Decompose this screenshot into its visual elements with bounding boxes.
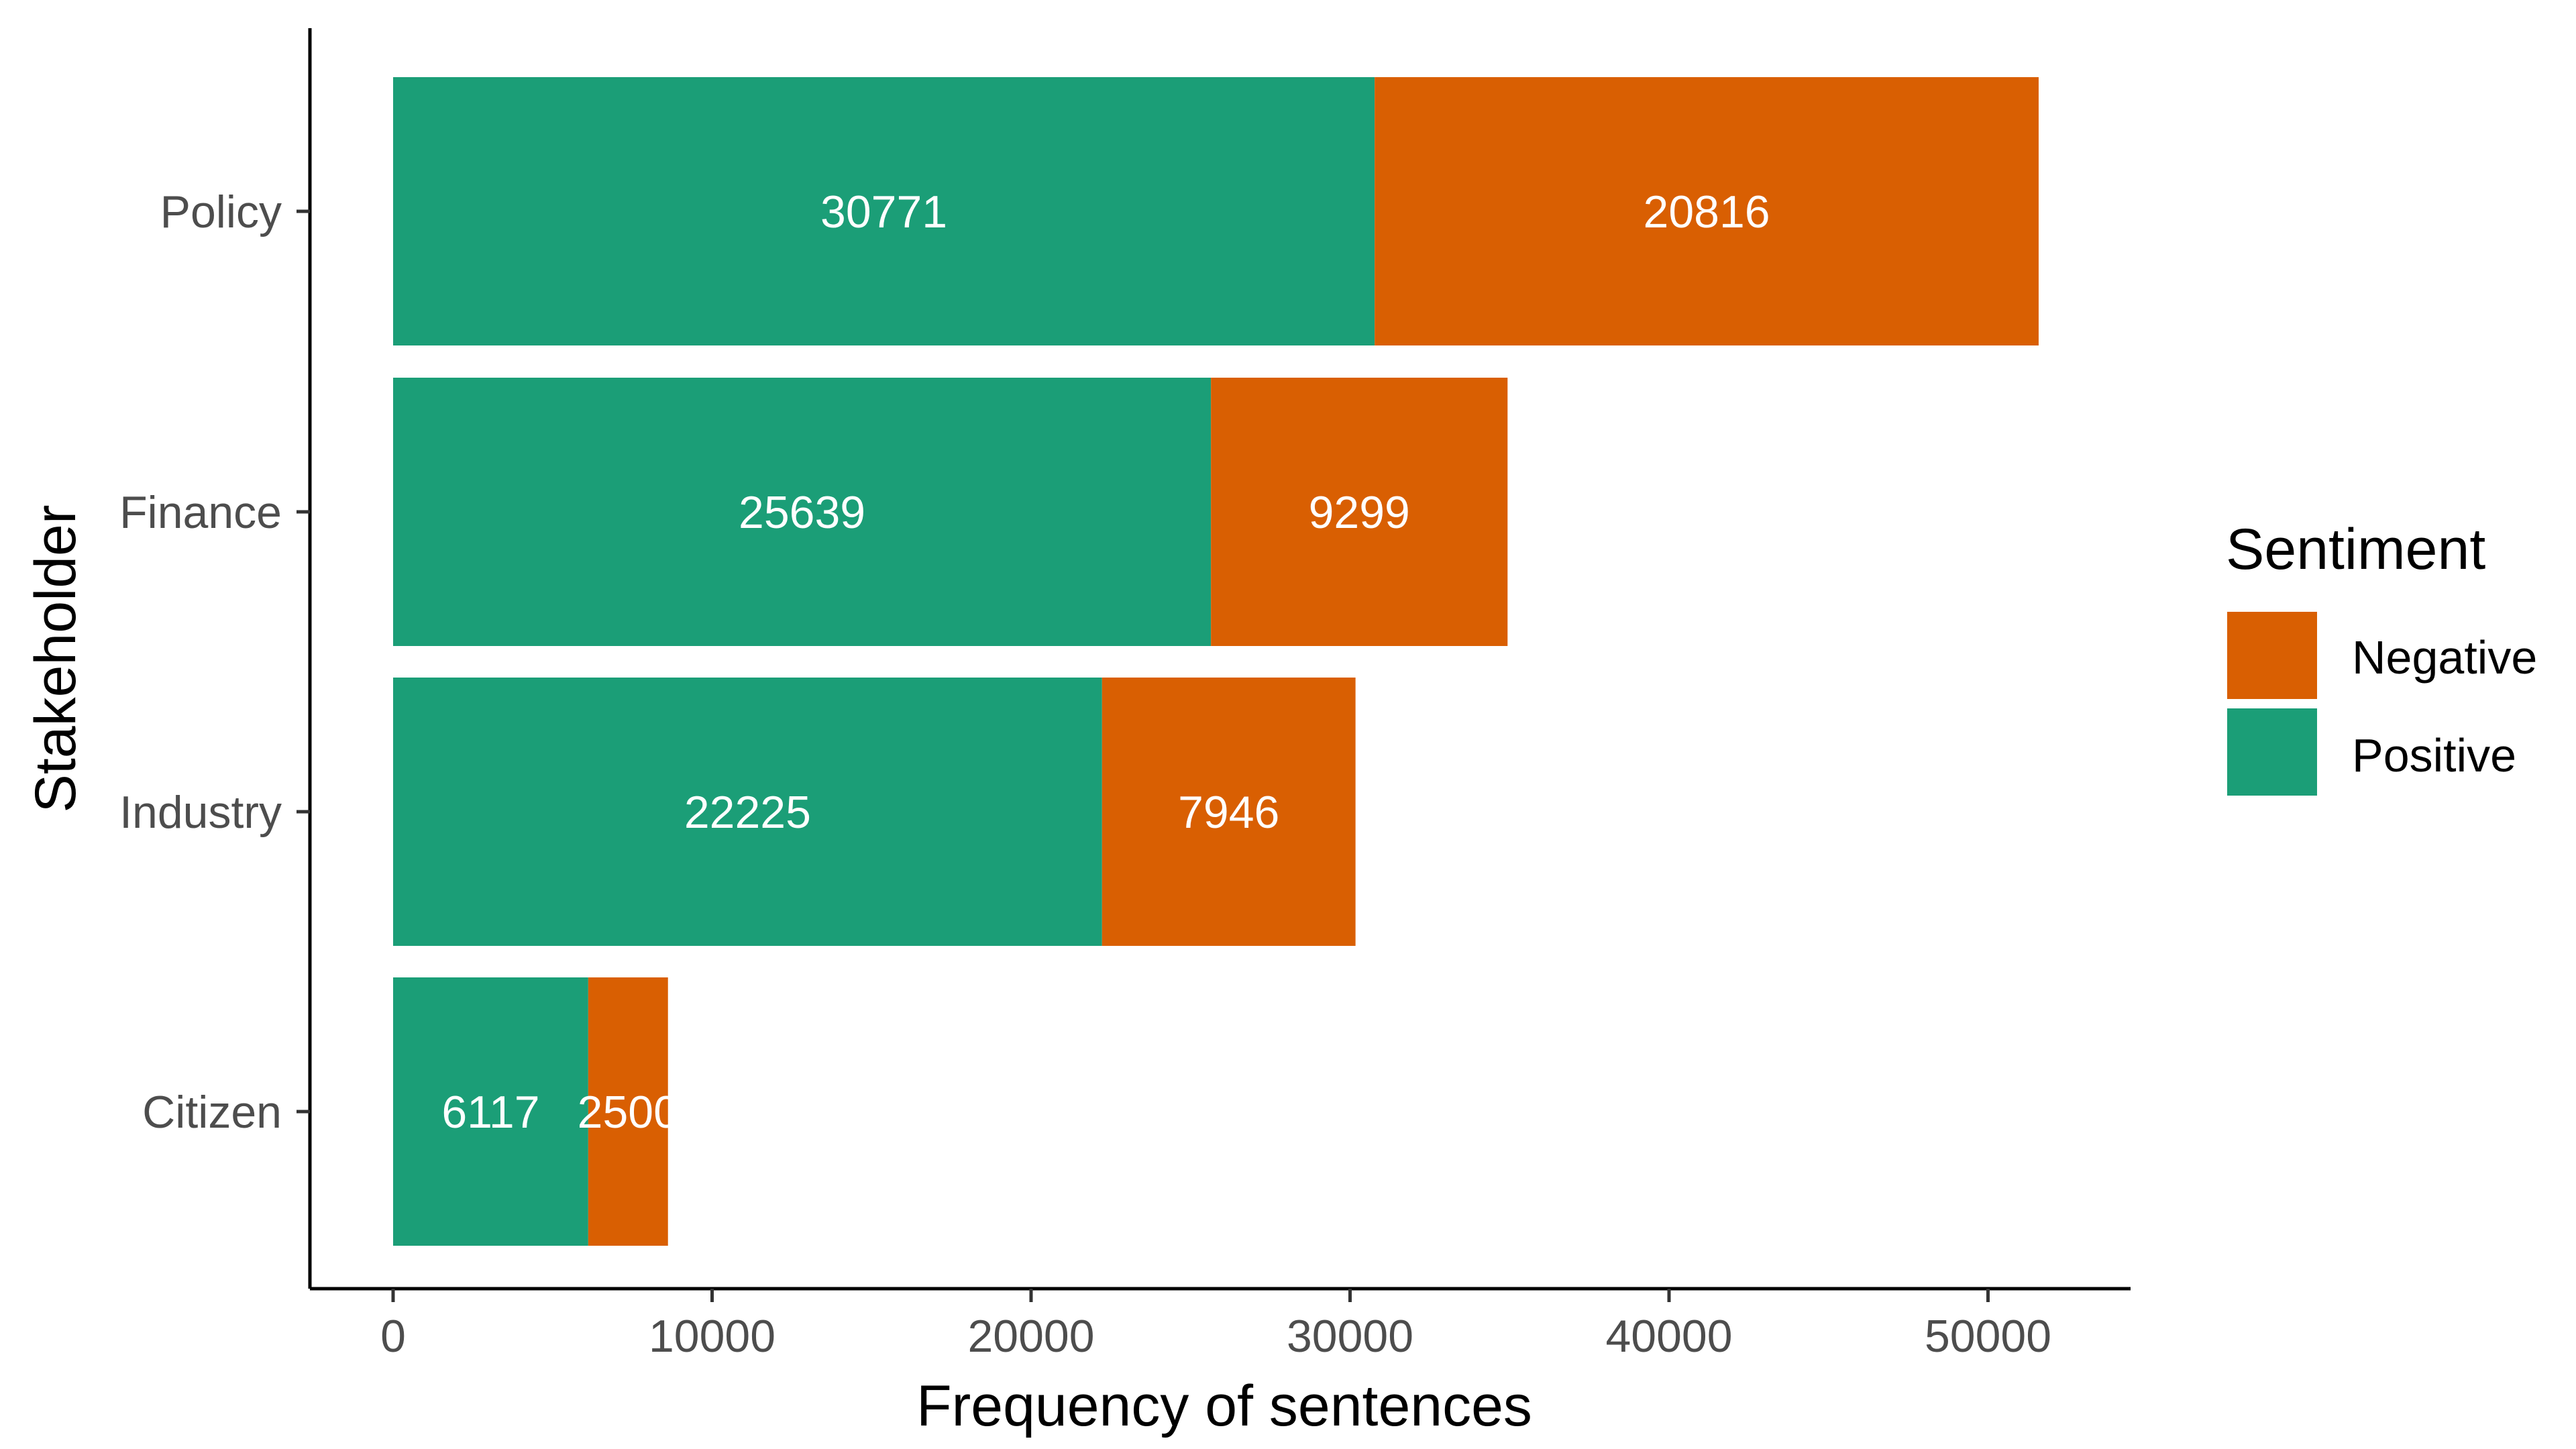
data-labels-layer: 30771 20816 25639 9299 22225 7946 6117 2500 <box>441 186 1770 1138</box>
bar-industry-negative <box>1102 678 1356 946</box>
bar-citizen-negative <box>588 977 668 1246</box>
x-tick-label-20000: 20000 <box>967 1311 1094 1362</box>
axes-layer <box>308 28 2131 1291</box>
x-ticks-layer: 0 10000 20000 30000 40000 50000 <box>380 1289 2051 1362</box>
x-tick-label-40000: 40000 <box>1605 1311 1732 1362</box>
legend-title: Sentiment <box>2226 517 2485 582</box>
data-label-policy-positive: 30771 <box>820 186 947 237</box>
bar-policy-negative <box>1375 77 2039 345</box>
data-label-finance-negative: 9299 <box>1309 487 1410 538</box>
data-label-citizen-positive: 6117 <box>441 1087 539 1138</box>
bar-finance-positive <box>393 378 1212 646</box>
bar-finance-negative <box>1211 378 1508 646</box>
legend: Sentiment Negative Positive <box>2226 517 2537 796</box>
x-tick-label-30000: 30000 <box>1287 1311 1413 1362</box>
y-tick-label-policy: Policy <box>160 186 282 237</box>
x-tick-label-50000: 50000 <box>1925 1311 2051 1362</box>
x-tick-label-0: 0 <box>380 1311 406 1362</box>
x-tick-label-10000: 10000 <box>649 1311 775 1362</box>
y-tick-label-finance: Finance <box>119 487 282 538</box>
legend-label-positive: Positive <box>2352 729 2516 782</box>
y-tick-label-industry: Industry <box>119 787 282 838</box>
legend-swatch-positive <box>2227 708 2317 796</box>
bar-citizen-positive <box>393 977 588 1246</box>
data-label-citizen-negative: 2500 <box>578 1087 679 1138</box>
data-label-industry-positive: 22225 <box>684 787 811 838</box>
y-axis-title: Stakeholder <box>23 505 88 813</box>
y-ticks-layer: Policy Finance Industry Citizen <box>119 186 310 1138</box>
y-tick-label-citizen: Citizen <box>142 1087 282 1138</box>
data-label-industry-negative: 7946 <box>1178 787 1279 838</box>
data-label-finance-positive: 25639 <box>739 487 865 538</box>
bar-industry-positive <box>393 678 1102 946</box>
x-axis-title: Frequency of sentences <box>916 1374 1532 1438</box>
legend-label-negative: Negative <box>2352 631 2537 684</box>
bars-layer <box>393 77 2039 1246</box>
legend-swatch-negative <box>2227 612 2317 699</box>
bar-policy-positive <box>393 77 1375 345</box>
data-label-policy-negative: 20816 <box>1644 186 1770 237</box>
